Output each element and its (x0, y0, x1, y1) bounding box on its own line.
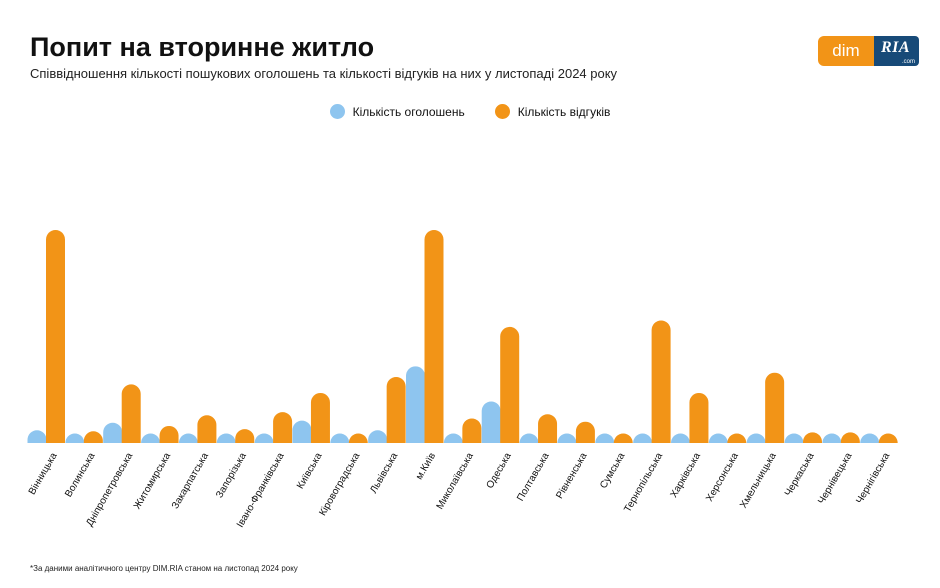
legend-swatch-listings (329, 104, 345, 119)
bar-responses-9 (386, 376, 406, 443)
footnote: *За даними аналітичного центру DIM.RIA с… (30, 564, 298, 573)
chart-subtitle: Співвідношення кількості пошукових оголо… (30, 66, 618, 81)
x-tick-label: Хмельницька (738, 451, 779, 511)
bar-responses-1 (83, 431, 103, 443)
bar-listings-4 (178, 433, 198, 443)
bar-responses-3 (159, 425, 179, 443)
logo-ria: RIA .com (874, 36, 919, 66)
bar-responses-5 (235, 429, 255, 443)
x-tick-label: Тернопільська (622, 451, 665, 515)
bar-listings-9 (368, 430, 388, 443)
x-tick-label: Чернігівська (854, 451, 892, 506)
x-tick-label: Запорізька (214, 451, 249, 500)
bar-listings-14 (557, 433, 577, 443)
chart-legend: Кількість оголошень Кількість відгуків (0, 104, 940, 119)
bar-listings-5 (216, 433, 236, 443)
bar-listings-3 (141, 433, 161, 443)
bar-responses-11 (462, 418, 482, 443)
bar-responses-2 (121, 384, 141, 443)
bar-responses-16 (651, 320, 671, 443)
x-tick-label: Львівська (368, 451, 400, 496)
bar-listings-12 (481, 401, 501, 443)
bar-responses-0 (46, 230, 65, 443)
x-tick-label: Кіровоградська (317, 451, 362, 518)
bar-listings-10 (406, 366, 425, 443)
bar-responses-15 (613, 433, 633, 443)
bar-listings-21 (822, 433, 842, 443)
x-tick-label: Сумська (598, 451, 627, 491)
bar-listings-11 (443, 433, 463, 443)
x-tick-label: Херсонська (704, 451, 741, 504)
bar-listings-6 (254, 433, 274, 443)
bar-listings-22 (860, 433, 880, 443)
bar-listings-8 (330, 433, 350, 443)
bar-responses-17 (689, 392, 709, 443)
bar-listings-19 (746, 433, 766, 443)
x-tick-label: Харківська (669, 451, 704, 500)
legend-label-responses: Кількість відгуків (517, 104, 611, 119)
x-tick-label: Київська (295, 451, 325, 491)
bar-responses-12 (500, 326, 520, 443)
bar-responses-21 (840, 432, 860, 443)
bar-listings-1 (65, 433, 85, 443)
bar-responses-20 (803, 432, 822, 443)
x-tick-label: Полтавська (515, 451, 552, 504)
bar-responses-18 (727, 433, 747, 443)
x-tick-label: м.Київ (414, 451, 438, 482)
x-tick-label: Рівненська (554, 451, 589, 501)
logo-ria-text: RIA (881, 39, 911, 56)
x-tick-label: Волинська (63, 451, 97, 500)
x-tick-label: Одеська (485, 451, 514, 491)
x-tick-label: Вінницька (27, 451, 60, 497)
x-tick-label: Миколаївська (435, 451, 476, 512)
chart-title: Попит на вторинне житло (30, 32, 375, 62)
bar-responses-10 (424, 230, 444, 443)
bar-responses-6 (273, 412, 293, 443)
x-tick-label: Житомирська (132, 451, 173, 512)
x-tick-label: Чернівецька (816, 451, 854, 507)
legend-item-responses: Кількість відгуків (494, 104, 611, 119)
bar-listings-16 (633, 433, 653, 443)
bar-listings-2 (103, 422, 123, 443)
bar-responses-19 (765, 372, 785, 443)
bar-listings-0 (27, 430, 47, 443)
bar-responses-4 (197, 415, 217, 443)
bar-responses-14 (575, 421, 595, 443)
bar-listings-7 (292, 420, 312, 443)
logo-dim: dim (818, 36, 874, 66)
bar-listings-17 (670, 433, 690, 443)
bar-responses-22 (878, 433, 898, 443)
bar-listings-20 (784, 433, 804, 443)
logo-ria-domain: .com (901, 59, 915, 65)
legend-item-listings: Кількість оголошень (329, 104, 465, 119)
bar-listings-18 (708, 433, 728, 443)
x-tick-label: Черкаська (783, 451, 817, 499)
bar-responses-8 (348, 433, 368, 443)
bar-responses-13 (538, 414, 558, 443)
bar-listings-13 (519, 433, 539, 443)
legend-swatch-responses (494, 104, 510, 119)
bar-listings-15 (595, 433, 615, 443)
dim-ria-logo: dim RIA .com (818, 36, 919, 66)
legend-label-listings: Кількість оголошень (352, 104, 465, 119)
x-tick-label: Закарпатська (170, 451, 211, 511)
bar-responses-7 (310, 392, 330, 443)
